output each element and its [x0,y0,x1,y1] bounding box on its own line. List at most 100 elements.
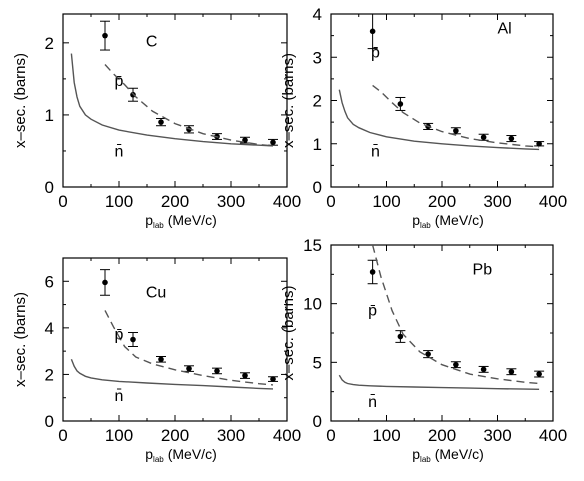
data-point [184,365,194,372]
x-tick-label: 400 [539,192,567,211]
x-tick-label: 400 [539,426,567,445]
y-tick-label: 0 [313,412,322,431]
x-tick-label: 0 [58,192,67,211]
data-point [100,269,110,296]
y-tick-label: 6 [45,272,54,291]
data-point [240,372,250,379]
y-tick-label: 0 [313,178,322,197]
data-marker [102,279,108,286]
nbar-curve [70,53,274,147]
plot-frame [330,13,554,188]
y-tick-label: 15 [303,236,322,255]
y-tick-label: 3 [313,48,322,67]
data-marker [508,135,515,142]
data-marker [270,376,276,382]
nbar-label: n̄ [115,388,124,405]
data-point [395,330,406,343]
x-axis-label-unit: (MeV/c) [168,446,217,462]
data-marker [369,28,376,35]
data-point [156,118,166,127]
x-tick-label: 200 [428,192,456,211]
y-tick-label: 0 [45,178,54,197]
panel-al: 0 100 200 300 400 0 1 2 3 4 plab (MeV/c) x–sec. (bar… [280,5,567,230]
data-point [268,138,278,146]
x-tick-label: 400 [273,192,301,211]
data-marker [214,368,220,374]
x-tick-label: 100 [105,192,133,211]
nbar-label: n̄ [368,393,377,410]
pbar-label: p̄ [115,327,124,344]
x-tick-label: 100 [105,426,133,445]
data-point [534,140,545,147]
data-point [268,376,278,382]
x-axis-label-sub: lab [153,221,164,230]
x-axis-label-main: p [145,446,153,462]
data-point [450,127,461,135]
panel-label: C [146,33,158,50]
x-tick-label: 200 [161,192,189,211]
x-axis-label-unit: (MeV/c) [435,446,484,462]
x-tick-label: 300 [217,426,245,445]
x-tick-label: 400 [273,426,301,445]
data-marker [158,119,164,125]
x-axis-label-sub: lab [420,455,431,464]
x-axis-label: plab (MeV/c) [145,212,216,230]
plot-frame [330,244,554,422]
y-axis-label: x–sec. (barns) [12,292,29,387]
y-tick-label: 2 [45,34,54,53]
y-tick-label: 1 [313,135,322,154]
x-tick-label: 100 [372,426,400,445]
data-marker [480,134,487,141]
x-tick-label: 300 [217,192,245,211]
x-axis-label-sub: lab [420,221,431,230]
data-point [506,368,517,376]
y-tick-label: 1 [45,106,54,125]
y-tick-label: 5 [313,353,322,372]
x-axis-label: plab (MeV/c) [145,446,216,464]
data-point [534,370,545,378]
data-marker [397,101,404,107]
x-axis-label: plab (MeV/c) [412,446,483,464]
pbar-curve [372,84,540,148]
x-axis-label-main: p [412,212,420,228]
pbar-curve [104,64,274,147]
panel-label: Al [498,20,512,37]
data-marker [270,139,276,146]
data-point [212,367,222,375]
pbar-curve [371,244,540,385]
data-marker [130,336,136,343]
pbar-label: p̄ [115,73,124,90]
nbar-label: n̄ [115,143,124,160]
data-marker [242,372,248,379]
nbar-curve [338,89,540,151]
plot-frame [62,13,288,188]
data-point [478,133,489,141]
data-point [395,96,406,111]
x-axis-label-sub: lab [153,455,164,464]
nbar-curve [70,359,274,390]
data-point [423,350,434,359]
data-marker [536,140,542,147]
x-tick-label: 200 [428,426,456,445]
x-tick-label: 200 [161,426,189,445]
panel-c: 0 100 200 300 400 0 1 2 plab (MeV/c) x–sec. (barns… [12,13,301,230]
nbar-label: n̄ [371,143,380,160]
panel-label: Cu [146,285,166,302]
pbar-label: p̄ [368,302,377,319]
data-point [478,365,489,373]
x-axis-label-main: p [145,212,153,228]
panel-pb: 0 100 200 300 400 0 5 10 15 plab (MeV/c) x–sec. (ba… [280,236,567,464]
data-marker [453,361,459,368]
y-tick-label: 2 [313,92,322,111]
y-tick-label: 2 [45,365,54,384]
nbar-curve [338,374,540,390]
x-tick-label: 0 [326,426,335,445]
x-tick-label: 0 [58,426,67,445]
y-tick-label: 0 [45,412,54,431]
data-marker [102,32,108,39]
data-marker [369,269,376,275]
data-point [506,135,517,143]
data-point [100,20,110,51]
x-tick-label: 300 [483,192,511,211]
